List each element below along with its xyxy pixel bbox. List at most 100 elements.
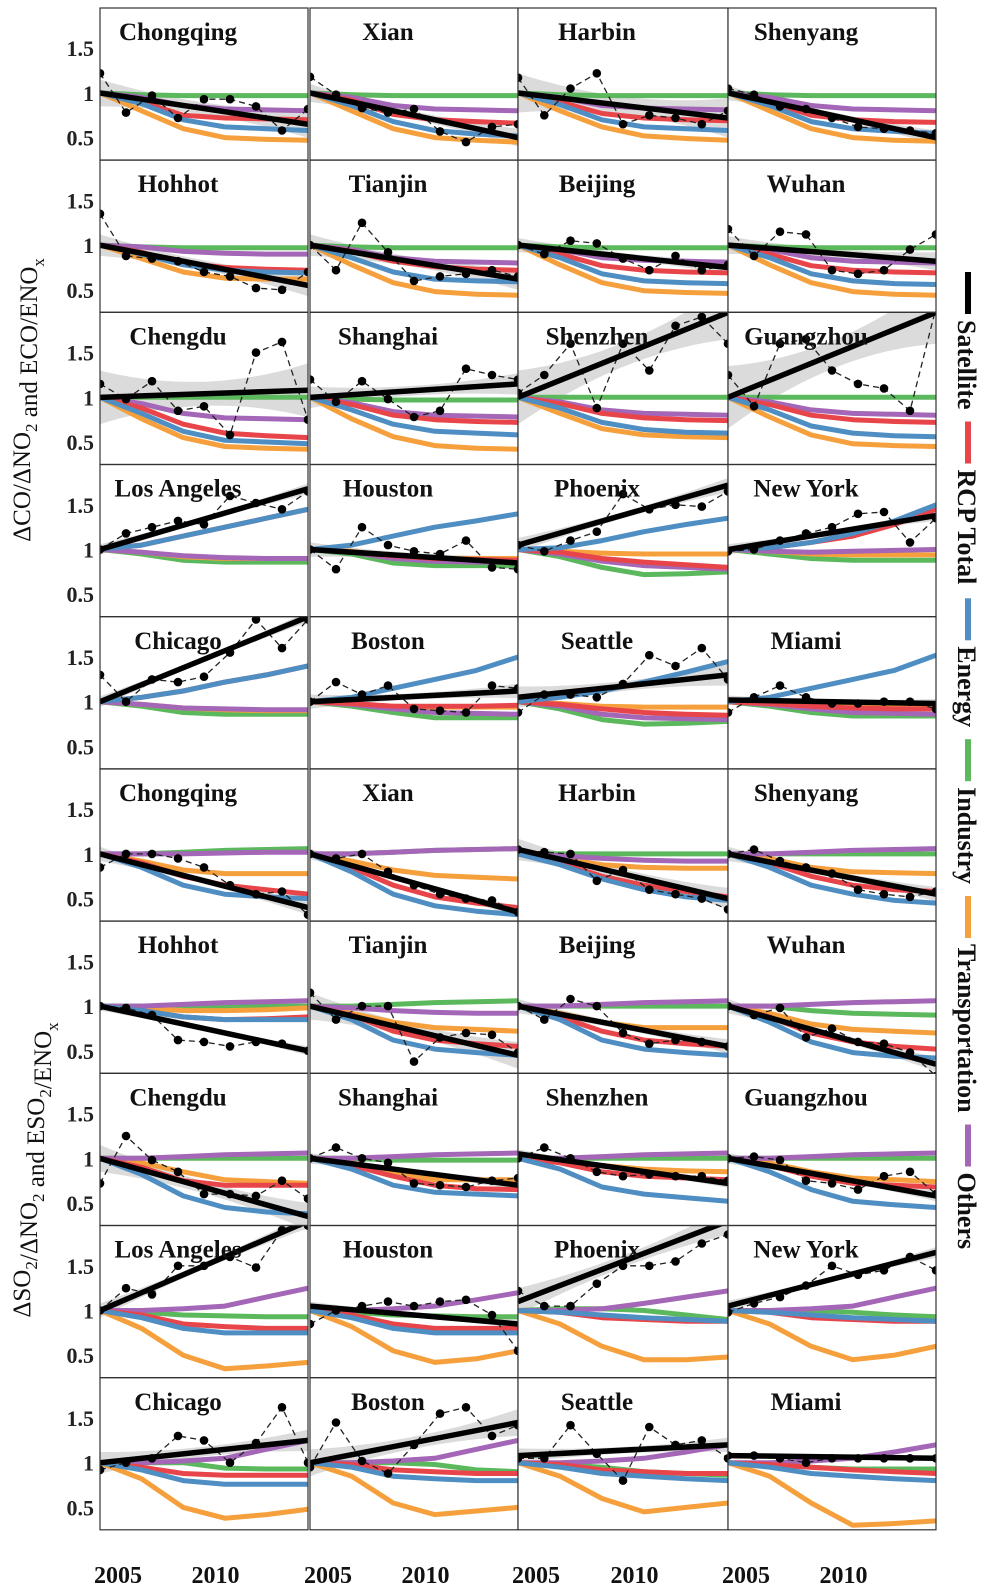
y-tick-label: 1 — [83, 233, 94, 258]
satellite-point — [357, 218, 367, 228]
panel-title: Wuhan — [767, 171, 846, 198]
satellite-point — [435, 406, 445, 416]
satellite-point — [618, 339, 628, 349]
panel-bg — [310, 464, 518, 617]
panel-title: Guangzhou — [744, 323, 868, 350]
panel-plot-area — [518, 312, 728, 441]
satellite-trend-line — [310, 1303, 518, 1327]
legend-label: RCP Total — [952, 470, 981, 585]
satellite-observation-line — [518, 490, 728, 552]
satellite-point — [801, 1033, 811, 1042]
satellite-point — [199, 402, 209, 411]
satellite-point — [173, 1431, 183, 1441]
panel-title: Shanghai — [338, 1084, 438, 1111]
panel-title: Shenzhen — [546, 1084, 649, 1111]
series-energy-line — [100, 1155, 308, 1217]
series-energy-line — [100, 506, 308, 552]
series-transportation-line — [100, 394, 308, 452]
panel-bg — [100, 921, 308, 1074]
panel-title: New York — [753, 1237, 858, 1264]
satellite-point — [879, 265, 889, 275]
satellite-trend-line — [310, 688, 518, 705]
panel-plot-area — [310, 988, 518, 1069]
panel-plot-area — [100, 209, 308, 297]
satellite-trend-line — [100, 1225, 305, 1314]
satellite-trend-line — [518, 1151, 728, 1187]
panel-title: Shenyang — [754, 19, 859, 46]
y-tick-label: 1.5 — [67, 949, 95, 974]
satellite-trend-line — [518, 482, 728, 548]
satellite-point — [199, 1436, 209, 1445]
satellite-point — [645, 650, 654, 660]
satellite-point — [331, 397, 341, 407]
panel-title: Phoenix — [554, 1237, 641, 1264]
series-energy-line — [100, 1460, 308, 1487]
satellite-point — [409, 1057, 419, 1066]
satellite-trend-line — [728, 1249, 936, 1309]
panel-guangzhou: Guangzhou — [727, 311, 937, 465]
series-transportation-line — [310, 851, 518, 882]
satellite-point — [827, 1261, 837, 1271]
series-energy-line — [728, 394, 936, 440]
legend: Satellite RCP Total Energy Industry Transpor… — [952, 272, 981, 1249]
satellite-trend-line — [518, 1442, 728, 1459]
satellite-point — [383, 1469, 393, 1478]
satellite-point — [251, 616, 261, 624]
satellite-point — [723, 1230, 728, 1239]
satellite-trend-line — [728, 1155, 936, 1199]
satellite-point — [383, 248, 393, 257]
satellite-point — [723, 106, 728, 116]
y-tick-label: 1.5 — [67, 645, 95, 670]
panel-plot-area — [100, 1131, 308, 1226]
series-transportation-line — [518, 90, 728, 143]
satellite-point — [618, 489, 628, 499]
satellite-trend-line — [310, 90, 518, 141]
satellite-point — [173, 1167, 183, 1177]
satellite-point — [540, 111, 549, 120]
satellite-trend-line — [100, 90, 308, 127]
satellite-point — [518, 73, 523, 82]
y-tick-label: 0.5 — [67, 1495, 95, 1520]
x-tick-label: 2010 — [611, 1563, 659, 1589]
panel-plot-area — [100, 998, 308, 1056]
satellite-point — [728, 1308, 733, 1317]
satellite-trend-line — [310, 242, 518, 282]
satellite-point — [173, 406, 183, 416]
satellite-point — [697, 265, 707, 275]
series-others-line — [100, 394, 308, 423]
satellite-point — [277, 337, 287, 347]
panel-phoenix: Phoenix — [517, 464, 729, 618]
panel-plot-area — [100, 1225, 308, 1372]
series-others-line — [100, 998, 308, 1009]
y-tick-label: 1 — [83, 690, 94, 715]
y-axis-labels: ΔCO/ΔNO2 and ECO/ENOx ΔSO2/ΔNO2 and ESO2/… — [9, 258, 62, 1318]
series-others-line — [310, 846, 518, 857]
satellite-point — [121, 529, 131, 538]
satellite-point — [251, 102, 261, 111]
series-others-line — [728, 547, 936, 555]
legend-label: Satellite — [952, 320, 981, 410]
series-transportation-line — [310, 1460, 518, 1518]
satellite-point — [310, 988, 315, 997]
panel-plot-area — [728, 845, 936, 906]
panel-title: Chicago — [134, 1389, 222, 1416]
panel-plot-area — [310, 218, 518, 298]
series-rcp-total-line — [100, 394, 308, 441]
satellite-observation-line — [100, 853, 308, 916]
panel-plot-area — [518, 994, 728, 1058]
satellite-point — [121, 849, 131, 859]
satellite-trend-line — [518, 242, 728, 271]
y-tick-label: 0.5 — [67, 582, 95, 607]
satellite-trend-line — [310, 1155, 518, 1188]
y-tick-label: 1 — [83, 1146, 94, 1171]
satellite-point — [331, 1418, 341, 1427]
satellite-point — [331, 677, 341, 687]
legend-label: Industry — [952, 787, 981, 884]
panel-plot-area — [100, 337, 308, 452]
series-transportation-line — [100, 1155, 308, 1186]
series-rcp-total-line — [518, 547, 728, 570]
satellite-point — [409, 1301, 419, 1311]
series-others-line — [100, 1437, 308, 1466]
panel-shenzhen: Shenzhen — [517, 1072, 729, 1227]
series-rcp-total-line — [728, 394, 936, 425]
